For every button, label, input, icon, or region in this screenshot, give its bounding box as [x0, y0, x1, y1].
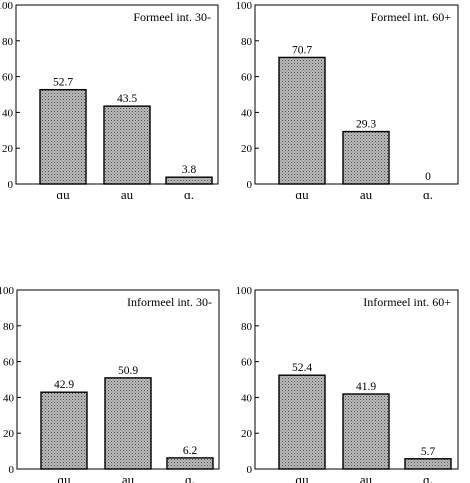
- panel-title: Informeel int. 30-: [127, 295, 212, 309]
- y-tick-label: 0: [8, 179, 14, 191]
- data-label: 41.9: [356, 381, 376, 393]
- bar: [104, 377, 152, 470]
- y-tick-label: 40: [241, 392, 253, 404]
- category-label: ɑ.: [184, 187, 194, 202]
- data-label: 50.9: [118, 365, 138, 377]
- y-tick-label: 20: [3, 428, 15, 440]
- category-label: ɑ.: [423, 472, 433, 483]
- y-tick-label: 60: [3, 357, 15, 369]
- category-label: au: [122, 472, 135, 483]
- data-label: 5.7: [421, 446, 436, 458]
- y-tick-label: 0: [9, 464, 15, 476]
- y-tick-label: 80: [241, 36, 253, 48]
- data-label: 70.7: [292, 44, 312, 56]
- category-label: ɑu: [295, 187, 309, 202]
- panel-title: Informeel int. 60+: [363, 295, 451, 309]
- bar: [278, 56, 326, 185]
- y-tick-label: 20: [2, 143, 14, 155]
- y-tick-label: 100: [236, 285, 253, 297]
- data-label: 42.9: [54, 379, 74, 391]
- panel-title: Formeel int. 30-: [133, 10, 211, 24]
- y-tick-label: 60: [2, 72, 14, 84]
- y-tick-label: 100: [0, 285, 15, 297]
- data-label: 29.3: [356, 119, 376, 131]
- y-tick-label: 100: [236, 0, 253, 12]
- y-tick-label: 0: [247, 464, 253, 476]
- chart-panel-1: 0 20 40 60 80 100 Formeel int. 30- 52.7 ɑu 43.5 au…: [0, 0, 219, 202]
- y-tick-label: 80: [2, 36, 14, 48]
- data-label: 3.8: [182, 164, 197, 176]
- data-label: 43.5: [117, 93, 137, 105]
- y-tick-label: 100: [0, 0, 14, 12]
- chart-panel-4: 0 20 40 60 80 100 Informeel int. 60+ 52.4 ɑu 41.9…: [236, 285, 459, 483]
- bar: [342, 130, 390, 185]
- y-tick-label: 60: [241, 357, 253, 369]
- data-label: 6.2: [183, 445, 198, 457]
- category-label: ɑ.: [185, 472, 195, 483]
- bar: [342, 393, 390, 470]
- category-label: ɑ.: [423, 187, 433, 202]
- panel-title: Formeel int. 60+: [371, 10, 452, 24]
- data-label: 52.7: [53, 77, 73, 89]
- y-tick-label: 80: [241, 321, 253, 333]
- category-label: ɑu: [56, 187, 70, 202]
- y-tick-label: 80: [3, 321, 15, 333]
- bar: [165, 176, 213, 185]
- data-label: 52.4: [292, 362, 312, 374]
- category-label: ɑu: [295, 472, 309, 483]
- chart-panel-2: 0 20 40 60 80 100 Formeel int. 60+ 70.7 ɑu 29.3 au…: [236, 0, 459, 202]
- bar: [40, 391, 88, 470]
- y-tick-label: 40: [3, 392, 15, 404]
- y-tick-label: 20: [241, 143, 253, 155]
- chart-panel-3: 0 20 40 60 80 100 Informeel int. 30- 42.9 ɑu 50.9…: [0, 285, 220, 483]
- category-label: au: [121, 187, 134, 202]
- bar: [278, 374, 326, 470]
- category-label: au: [360, 472, 373, 483]
- bar: [166, 457, 214, 470]
- y-tick-label: 40: [2, 107, 14, 119]
- y-tick-label: 60: [241, 72, 253, 84]
- data-label: 0: [425, 171, 431, 183]
- bar: [103, 105, 151, 185]
- y-tick-label: 40: [241, 107, 253, 119]
- category-label: ɑu: [57, 472, 71, 483]
- bar: [404, 458, 452, 470]
- y-tick-label: 20: [241, 428, 253, 440]
- bar: [39, 88, 87, 185]
- category-label: au: [360, 187, 373, 202]
- y-tick-label: 0: [247, 179, 253, 191]
